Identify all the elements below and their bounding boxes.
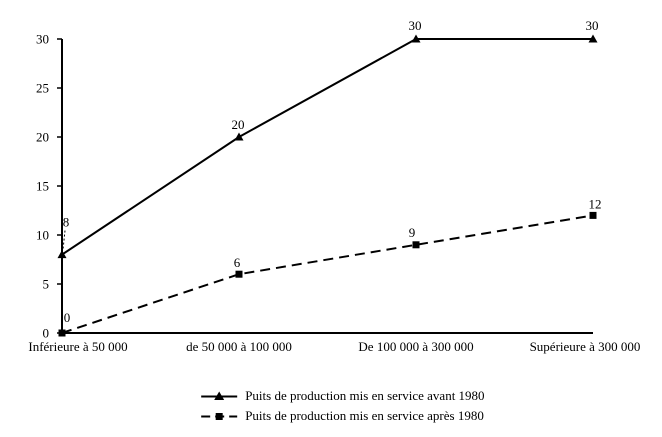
data-label: 9 [409,225,416,240]
triangle-marker-icon [588,34,598,43]
label-leader-line [62,230,66,250]
triangle-marker-icon [57,250,67,259]
x-category-label: Inférieure à 50 000 [28,339,127,354]
data-label: 6 [234,255,241,270]
triangle-marker-icon [214,391,225,400]
legend-label-apres-1980: Puits de production mis en service après… [245,408,484,423]
square-marker-icon [58,329,66,337]
data-label: 30 [586,18,599,33]
legend-item-apres-1980: Puits de production mis en service après… [200,409,484,423]
y-tick-label: 25 [36,81,49,96]
triangle-marker-icon [411,34,421,43]
legend-item-avant-1980: Puits de production mis en service avant… [200,388,485,403]
square-marker-icon [412,241,420,249]
series-line-apres-1980 [61,214,594,334]
data-label: 30 [409,18,422,33]
y-tick-label: 30 [36,32,49,47]
legend-key-solid-line-triangle-icon [201,391,238,400]
y-tick-label: 20 [36,130,49,145]
square-marker-icon [215,413,223,420]
y-tick-label: 0 [43,326,50,341]
y-tick-label: 10 [36,228,49,243]
legend-key-dashed-line-square-icon [201,413,238,420]
chart-legend: Puits de production mis en service avant… [200,388,485,423]
series-line-avant-1980 [61,38,593,256]
y-tick-label: 15 [36,179,49,194]
x-category-label: Supérieure à 300 000 [530,339,641,354]
data-label: 0 [64,310,71,325]
triangle-marker-icon [234,132,244,141]
data-label: 12 [589,196,602,211]
square-marker-icon [235,270,243,278]
y-tick-label: 5 [43,277,50,292]
square-marker-icon [589,211,597,219]
legend-label-avant-1980: Puits de production mis en service avant… [245,388,485,403]
data-label: 8 [63,215,70,230]
x-category-label: de 50 000 à 100 000 [186,339,292,354]
data-label: 20 [232,117,245,132]
x-category-label: De 100 000 à 300 000 [358,339,473,354]
